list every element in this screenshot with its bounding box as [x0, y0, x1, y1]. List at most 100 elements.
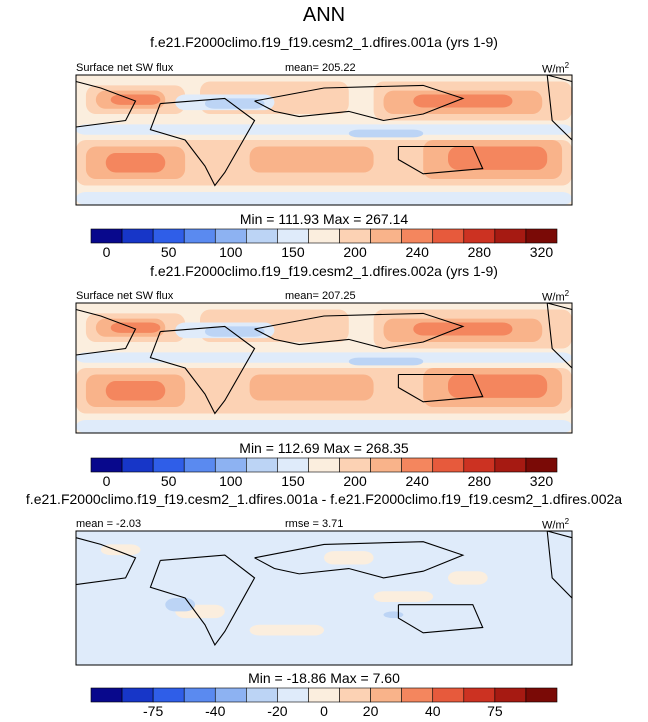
field-region [100, 544, 141, 556]
colorbar-box [152, 687, 185, 703]
field-region [373, 591, 434, 603]
colorbar-box [401, 228, 434, 244]
coastline [75, 80, 137, 128]
colorbar-box [308, 228, 340, 244]
colorbar-box [121, 457, 154, 473]
field-region [348, 357, 424, 366]
colorbar-box [370, 228, 402, 244]
map-panel-2 [75, 302, 573, 434]
colorbar-2: 0 50 100 150 200 240 280 320 [90, 457, 558, 489]
colorbar-box [370, 457, 402, 473]
colorbar-tick-label: 200 [343, 244, 367, 260]
coastline [397, 145, 484, 175]
colorbar-tick-label: 200 [343, 473, 367, 489]
colorbar-box [277, 457, 309, 473]
coastline [254, 84, 465, 122]
colorbar-box [494, 687, 527, 703]
colorbar-tick-label: -40 [205, 703, 225, 719]
colorbar-box [525, 228, 558, 244]
colorbar-box [214, 457, 247, 473]
colorbar-box [463, 228, 496, 244]
colorbar-box [90, 687, 123, 703]
map-frame [75, 74, 573, 206]
colorbar-box [246, 687, 278, 703]
colorbar-tick-label: 240 [406, 473, 430, 489]
field-region [249, 624, 324, 636]
field-region [448, 374, 548, 398]
coastline [149, 554, 256, 646]
colorbar-tick-label: 75 [487, 703, 503, 719]
field-region [249, 146, 374, 173]
colorbar-box [214, 687, 247, 703]
colorbar-tick-label: 240 [406, 244, 430, 260]
colorbar-box [183, 457, 216, 473]
colorbar-box [214, 228, 247, 244]
colorbar-box [121, 687, 154, 703]
colorbar-box [277, 228, 309, 244]
colorbar-box [525, 687, 558, 703]
coastline [254, 541, 465, 579]
panel-1-variable: Surface net SW flux [76, 62, 174, 74]
colorbar-box [183, 228, 216, 244]
panel-2-units: W/m2 [542, 289, 570, 304]
colorbar-box [90, 457, 123, 473]
panel-1-units: W/m2 [542, 61, 570, 76]
colorbar-tick-label: 320 [530, 473, 554, 489]
colorbar-box [401, 687, 434, 703]
colorbar-box [246, 457, 278, 473]
field-region [105, 153, 166, 173]
panel-1-subtitle: f.e21.F2000climo.f19_f19.cesm2_1.dfires.… [150, 34, 498, 50]
panel-1-mean: mean= 205.22 [285, 62, 356, 74]
field-region [76, 124, 572, 135]
colorbar-tick-label: 100 [219, 473, 243, 489]
colorbar-tick-label: 20 [363, 703, 379, 719]
colorbar-box [370, 687, 402, 703]
field-region [105, 381, 166, 401]
coastline [397, 604, 484, 634]
coastline [149, 97, 256, 187]
colorbar-tick-label: 150 [281, 244, 305, 260]
colorbar-tick-label: 50 [161, 244, 177, 260]
field-region [383, 611, 404, 619]
coastline [75, 537, 137, 586]
colorbar-box [463, 687, 496, 703]
colorbar-box [432, 687, 465, 703]
colorbar-tick-label: 0 [320, 703, 328, 719]
colorbar-box [432, 457, 465, 473]
colorbar-box [90, 228, 123, 244]
panel-3-stats: Min = -18.86 Max = 7.60 [248, 670, 400, 686]
colorbar-tick-label: 0 [103, 473, 111, 489]
field-region [204, 326, 265, 337]
coastline [397, 373, 484, 403]
colorbar-tick-label: 40 [425, 703, 441, 719]
field-region [110, 322, 161, 333]
colorbar-box [308, 457, 340, 473]
colorbar-box [121, 228, 154, 244]
colorbar-tick-label: -75 [143, 703, 163, 719]
panel-3-units: W/m2 [542, 517, 570, 532]
field-region [448, 571, 488, 585]
colorbar-box [494, 457, 527, 473]
panel-1-stats: Min = 111.93 Max = 267.14 [239, 211, 409, 227]
field-region [249, 374, 374, 401]
map-panel-1 [75, 74, 573, 206]
colorbar-tick-label: 320 [530, 244, 554, 260]
field-region [348, 129, 424, 138]
colorbar-tick-label: 0 [103, 244, 111, 260]
colorbar-3: -75 -40 -20 0 20 40 75 [90, 687, 558, 719]
colorbar-box [463, 457, 496, 473]
panel-2-mean: mean= 207.25 [285, 290, 356, 302]
colorbar-tick-label: 280 [468, 244, 492, 260]
map-panel-3 [75, 530, 573, 666]
field-region [448, 146, 548, 170]
colorbar-box [494, 228, 527, 244]
colorbar-box [246, 228, 278, 244]
panel-3-subtitle: f.e21.F2000climo.f19_f19.cesm2_1.dfires.… [25, 491, 623, 507]
field-region [413, 322, 513, 336]
field-region [413, 94, 513, 108]
colorbar-1: 0 50 100 150 200 240 280 320 [90, 228, 558, 260]
panel-2-stats: Min = 112.69 Max = 268.35 [239, 440, 409, 456]
colorbar-tick-label: 100 [219, 244, 243, 260]
colorbar-box [152, 457, 185, 473]
panel-3-rmse: rmse = 3.71 [285, 518, 344, 530]
